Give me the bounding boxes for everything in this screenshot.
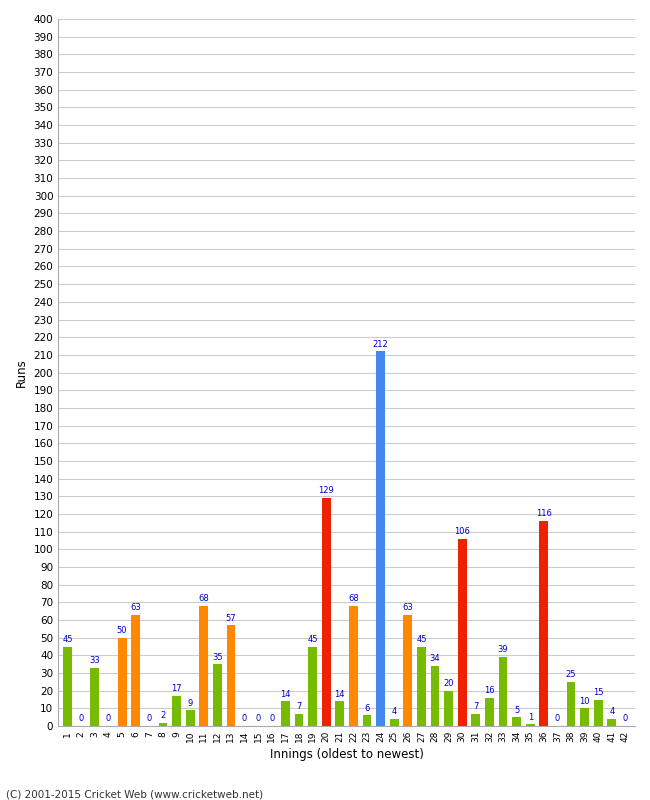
Text: 34: 34 (430, 654, 440, 663)
Text: 0: 0 (269, 714, 274, 723)
Text: 5: 5 (514, 706, 519, 714)
Bar (131, 614, 140, 726)
Text: 6: 6 (364, 704, 370, 713)
Text: 212: 212 (372, 340, 389, 349)
Text: 0: 0 (106, 714, 111, 723)
Bar (226, 626, 235, 726)
Bar (512, 718, 521, 726)
Bar (335, 702, 345, 726)
Text: 33: 33 (90, 656, 100, 665)
Text: 63: 63 (402, 603, 413, 612)
Text: 16: 16 (484, 686, 495, 695)
Bar (390, 719, 398, 726)
Text: 68: 68 (348, 594, 359, 603)
X-axis label: Innings (oldest to newest): Innings (oldest to newest) (270, 748, 424, 761)
Text: 2: 2 (161, 711, 166, 720)
Text: 63: 63 (131, 603, 141, 612)
Text: 39: 39 (498, 646, 508, 654)
Text: 129: 129 (318, 486, 334, 495)
Bar (186, 710, 194, 726)
Bar (349, 606, 358, 726)
Y-axis label: Runs: Runs (15, 358, 28, 387)
Text: 14: 14 (335, 690, 345, 698)
Text: 45: 45 (416, 635, 426, 644)
Text: 0: 0 (242, 714, 247, 723)
Bar (526, 724, 535, 726)
Text: 45: 45 (62, 635, 73, 644)
Bar (213, 664, 222, 726)
Text: 25: 25 (566, 670, 577, 679)
Bar (417, 646, 426, 726)
Text: 0: 0 (147, 714, 152, 723)
Text: 0: 0 (623, 714, 628, 723)
Bar (172, 696, 181, 726)
Text: 57: 57 (226, 614, 236, 622)
Bar (200, 606, 208, 726)
Bar (499, 657, 508, 726)
Text: 14: 14 (280, 690, 291, 698)
Text: 0: 0 (255, 714, 261, 723)
Bar (567, 682, 575, 726)
Bar (404, 614, 412, 726)
Bar (458, 538, 467, 726)
Bar (322, 498, 331, 726)
Bar (159, 722, 167, 726)
Text: 45: 45 (307, 635, 318, 644)
Text: 0: 0 (555, 714, 560, 723)
Text: 4: 4 (609, 707, 614, 716)
Text: 35: 35 (212, 653, 223, 662)
Bar (485, 698, 494, 726)
Text: 7: 7 (473, 702, 478, 711)
Bar (540, 521, 548, 726)
Text: (C) 2001-2015 Cricket Web (www.cricketweb.net): (C) 2001-2015 Cricket Web (www.cricketwe… (6, 790, 264, 800)
Bar (90, 668, 99, 726)
Text: 20: 20 (443, 679, 454, 688)
Text: 116: 116 (536, 510, 552, 518)
Bar (294, 714, 304, 726)
Bar (444, 690, 453, 726)
Text: 0: 0 (79, 714, 84, 723)
Bar (580, 709, 589, 726)
Text: 7: 7 (296, 702, 302, 711)
Bar (63, 646, 72, 726)
Bar (608, 719, 616, 726)
Text: 10: 10 (579, 697, 590, 706)
Text: 4: 4 (391, 707, 396, 716)
Text: 50: 50 (117, 626, 127, 635)
Text: 15: 15 (593, 688, 603, 697)
Bar (376, 351, 385, 726)
Bar (594, 699, 603, 726)
Bar (281, 702, 290, 726)
Text: 106: 106 (454, 527, 470, 536)
Text: 9: 9 (187, 698, 193, 707)
Bar (308, 646, 317, 726)
Bar (430, 666, 439, 726)
Bar (363, 715, 371, 726)
Text: 17: 17 (171, 684, 182, 694)
Text: 68: 68 (198, 594, 209, 603)
Text: 1: 1 (528, 713, 533, 722)
Bar (471, 714, 480, 726)
Bar (118, 638, 127, 726)
